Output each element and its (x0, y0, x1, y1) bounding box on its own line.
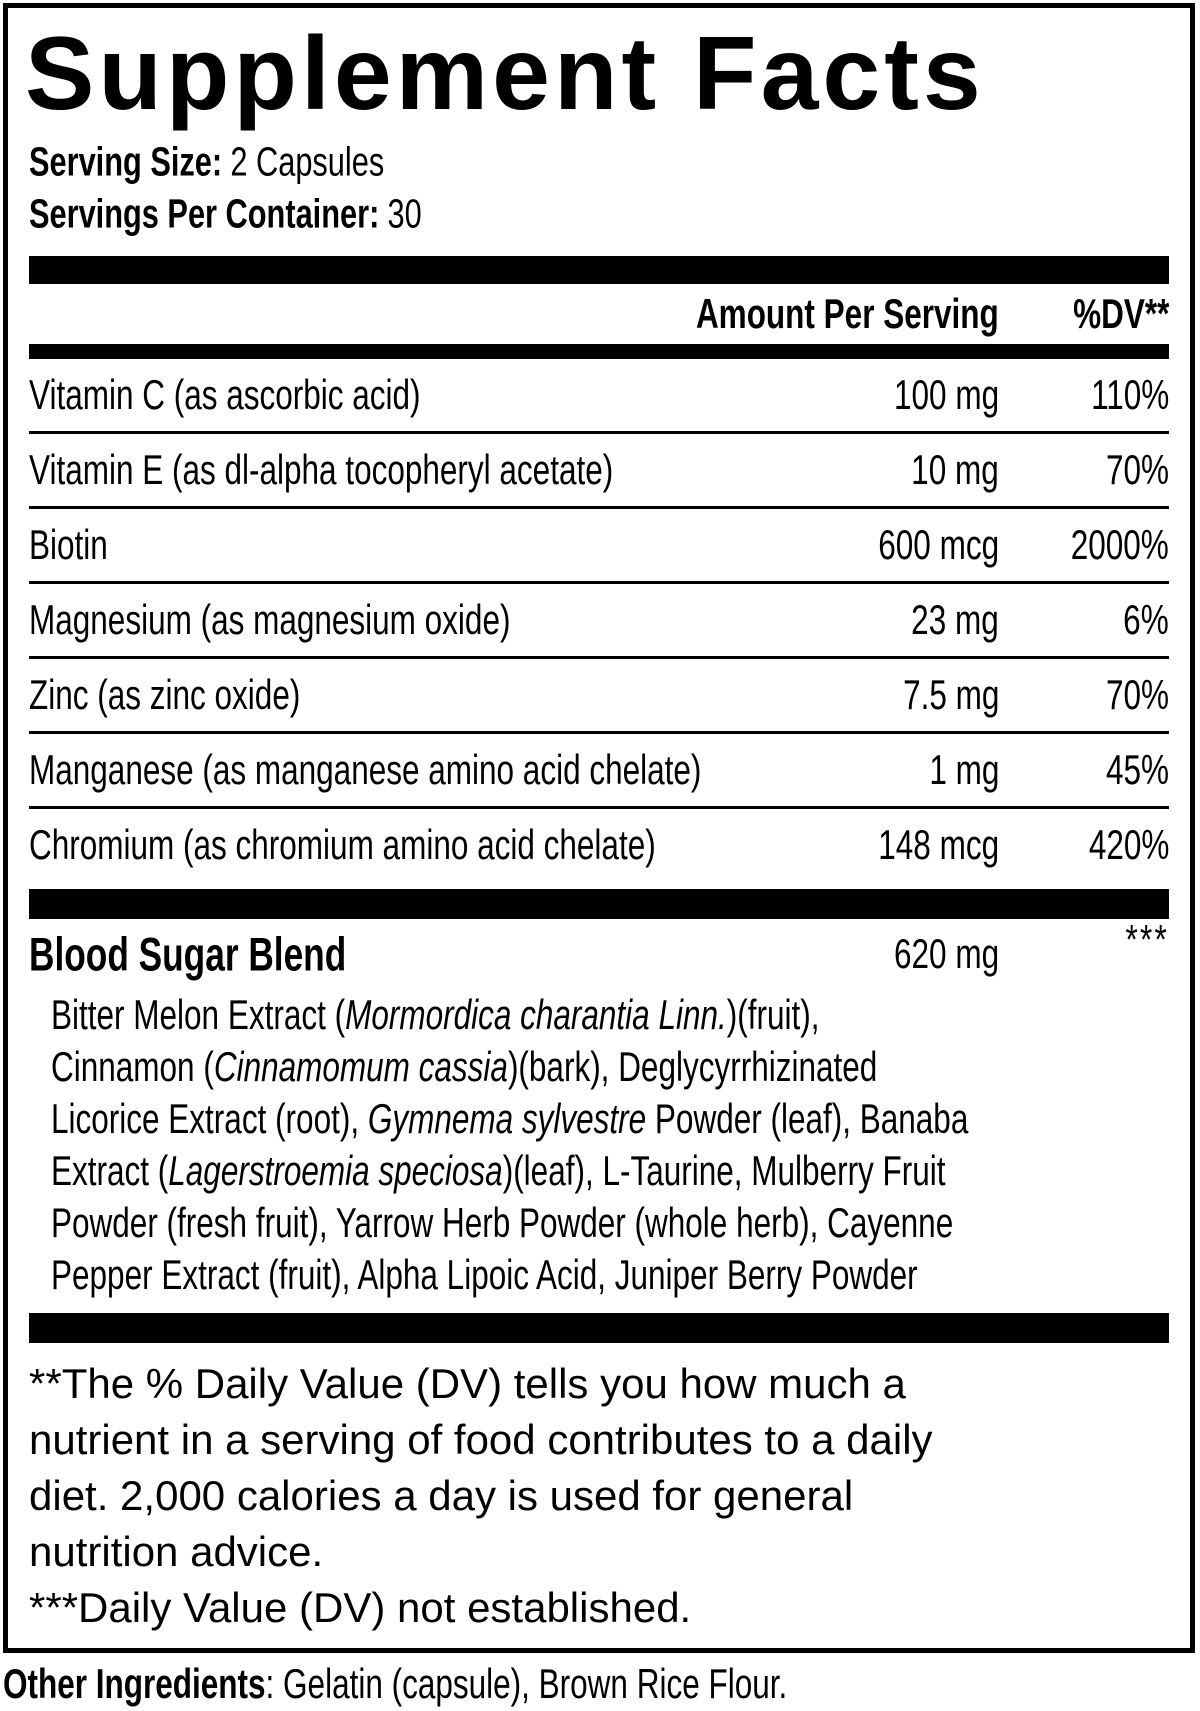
blend-description-line: Extract (Lagerstroemia speciosa)(leaf), … (51, 1145, 1169, 1197)
table-row: Vitamin E (as dl-alpha tocopheryl acetat… (29, 434, 1169, 506)
blend-description-line: Powder (fresh fruit), Yarrow Herb Powder… (51, 1197, 1169, 1249)
blend-description-line: Licorice Extract (root), Gymnema sylvest… (51, 1093, 1169, 1145)
row-separator (29, 731, 1169, 734)
ingredient-text: Powder (leaf), Banaba (646, 1095, 969, 1142)
divider-above-blend (29, 889, 1169, 919)
nutrient-amount: 600 mcg (878, 521, 999, 568)
blend-description-text: Extract (Lagerstroemia speciosa)(leaf), … (51, 1145, 946, 1197)
panel-title: Supplement Facts (25, 16, 985, 132)
blend-description-text: Powder (fresh fruit), Yarrow Herb Powder… (51, 1197, 953, 1249)
other-ingredients-line: Other Ingredients: Gelatin (capsule), Br… (3, 1660, 1049, 1710)
divider-under-header (29, 344, 1169, 359)
table-row: Vitamin C (as ascorbic acid) 100 mg 110% (29, 359, 1169, 431)
blend-description-line: Bitter Melon Extract (Mormordica charant… (51, 989, 1169, 1041)
botanical-name: Gymnema sylvestre (367, 1095, 647, 1142)
divider-thick-top (29, 256, 1169, 284)
blend-row: Blood Sugar Blend 620 mg *** (29, 916, 1169, 989)
table-row: Chromium (as chromium amino acid chelate… (29, 809, 1169, 881)
not-established-footnote: ***Daily Value (DV) not established. (29, 1584, 692, 1631)
table-row: Manganese (as manganese amino acid chela… (29, 734, 1169, 806)
botanical-name: Cinnamomum cassia (213, 1043, 508, 1090)
row-separator (29, 506, 1169, 509)
serving-size-value: 2 Capsules (230, 138, 385, 185)
botanical-name: Mormordica charantia Linn. (345, 991, 727, 1038)
ingredient-text: )(bark), Deglycyrrhizinated (507, 1043, 878, 1090)
supplement-facts-panel: Supplement Facts Serving Size: 2 Capsules… (3, 3, 1195, 1653)
nutrient-name: Magnesium (as magnesium oxide) (29, 596, 511, 643)
nutrient-dv: 420% (1088, 821, 1169, 868)
servings-per-container-label: Servings Per Container: (29, 190, 380, 237)
other-ingredients-label: Other Ingredients (3, 1660, 266, 1707)
divider-above-footnotes (29, 1313, 1169, 1343)
blend-description-line: Cinnamon (Cinnamomum cassia)(bark), Degl… (51, 1041, 1169, 1093)
nutrient-dv: 70% (1105, 671, 1169, 718)
blend-description-text: Pepper Extract (fruit), Alpha Lipoic Aci… (51, 1249, 918, 1301)
serving-size-text: Serving Size: 2 Capsules (29, 139, 384, 186)
other-ingredients-text: Other Ingredients: Gelatin (capsule), Br… (3, 1660, 787, 1708)
nutrient-amount: 23 mg (911, 596, 999, 643)
amount-per-serving-header: Amount Per Serving (696, 290, 999, 337)
other-ingredients-value: : Gelatin (capsule), Brown Rice Flour. (265, 1660, 788, 1707)
servings-per-container-value: 30 (387, 190, 422, 237)
nutrient-amount: 148 mcg (878, 821, 999, 868)
dv-footnote: **The % Daily Value (DV) tells you how m… (29, 1356, 1169, 1580)
nutrient-amount: 1 mg (928, 746, 999, 793)
nutrient-amount: 100 mg (893, 371, 999, 418)
nutrient-dv: 6% (1123, 596, 1169, 643)
serving-size-label: Serving Size: (29, 138, 223, 185)
row-separator (29, 656, 1169, 659)
nutrient-dv: 70% (1105, 446, 1169, 493)
servings-per-container-line: Servings Per Container: 30 (29, 188, 1169, 240)
table-row: Magnesium (as magnesium oxide) 23 mg 6% (29, 584, 1169, 656)
nutrient-amount: 7.5 mg (902, 671, 999, 718)
ingredient-text: Licorice Extract (root), (51, 1095, 368, 1142)
dv-header: %DV** (1072, 290, 1169, 337)
botanical-name: Lagerstroemia speciosa (168, 1147, 503, 1194)
nutrient-name: Manganese (as manganese amino acid chela… (29, 746, 702, 793)
ingredient-text: )(fruit), (726, 991, 820, 1038)
ingredient-text: Bitter Melon Extract ( (51, 991, 346, 1038)
row-separator (29, 806, 1169, 809)
blend-amount: 620 mg (893, 930, 999, 977)
nutrient-name: Vitamin C (as ascorbic acid) (29, 371, 421, 418)
nutrient-dv: 110% (1090, 371, 1169, 418)
blend-description: Bitter Melon Extract (Mormordica charant… (51, 989, 1169, 1301)
ingredient-text: Extract ( (51, 1147, 169, 1194)
nutrient-dv: 2000% (1070, 521, 1169, 568)
nutrient-rows: Vitamin C (as ascorbic acid) 100 mg 110% Vi… (29, 359, 1169, 881)
footnote-line: nutrition advice. (29, 1528, 324, 1575)
footnote-line: diet. 2,000 calories a day is used for g… (29, 1472, 854, 1519)
blend-name: Blood Sugar Blend (29, 927, 347, 981)
blend-description-text: Cinnamon (Cinnamomum cassia)(bark), Degl… (51, 1041, 877, 1093)
footnote-line: nutrient in a serving of food contribute… (29, 1416, 933, 1463)
blend-description-line: Pepper Extract (fruit), Alpha Lipoic Aci… (51, 1249, 1169, 1301)
table-row: Zinc (as zinc oxide) 7.5 mg 70% (29, 659, 1169, 731)
blend-description-text: Licorice Extract (root), Gymnema sylvest… (51, 1093, 968, 1145)
serving-size-line: Serving Size: 2 Capsules (29, 136, 1169, 188)
footnote-line: **The % Daily Value (DV) tells you how m… (29, 1360, 906, 1407)
table-header-row: Amount Per Serving %DV** (29, 284, 1169, 344)
nutrient-name: Chromium (as chromium amino acid chelate… (29, 821, 656, 868)
table-row: Biotin 600 mcg 2000% (29, 509, 1169, 581)
nutrient-name: Vitamin E (as dl-alpha tocopheryl acetat… (29, 446, 614, 493)
blend-dv-asterisks: *** (1125, 916, 1169, 963)
blend-description-text: Bitter Melon Extract (Mormordica charant… (51, 989, 820, 1041)
ingredient-text: )(leaf), L-Taurine, Mulberry Fruit (502, 1147, 946, 1194)
ingredient-text: Powder (fresh fruit), Yarrow Herb Powder… (51, 1199, 954, 1246)
row-separator (29, 581, 1169, 584)
nutrient-amount: 10 mg (911, 446, 999, 493)
nutrient-name: Zinc (as zinc oxide) (29, 671, 301, 718)
ingredient-text: Cinnamon ( (51, 1043, 214, 1090)
servings-per-container-text: Servings Per Container: 30 (29, 191, 422, 238)
nutrient-name: Biotin (29, 521, 108, 568)
row-separator (29, 431, 1169, 434)
ingredient-text: Pepper Extract (fruit), Alpha Lipoic Aci… (51, 1251, 918, 1298)
nutrient-dv: 45% (1105, 746, 1169, 793)
